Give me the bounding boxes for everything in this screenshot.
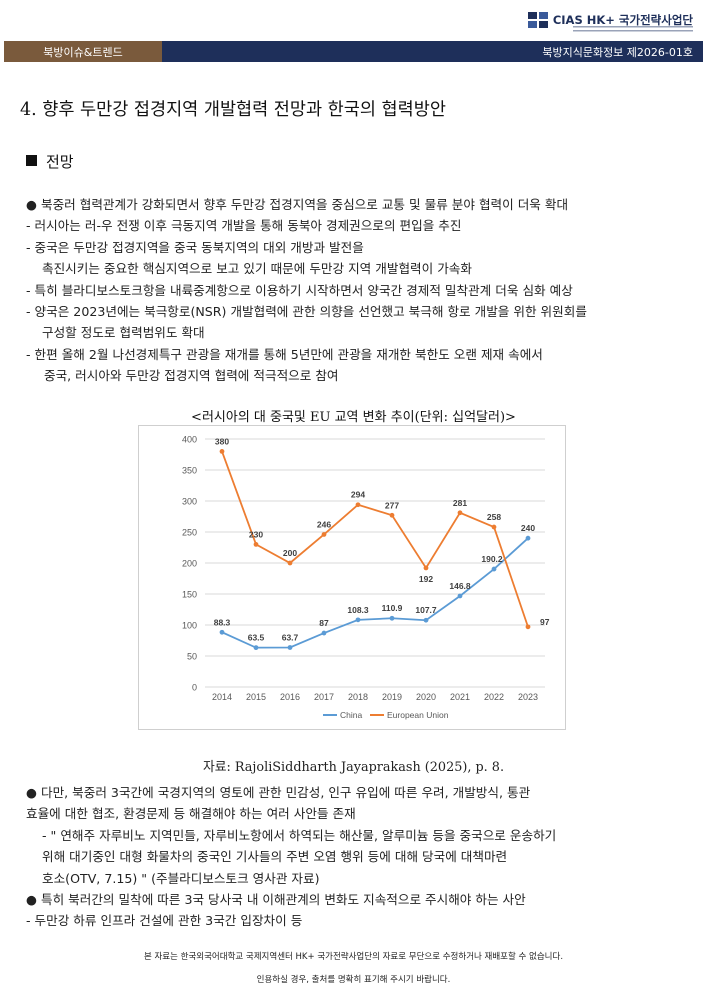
- chart-source: 자료: RajoliSiddharth Jayaprakash (2025), …: [202, 760, 505, 775]
- logo-text: HK+ 국가전략사업단: [586, 13, 693, 27]
- section-heading: 전망: [26, 151, 74, 172]
- y-tick-label: 200: [182, 559, 197, 569]
- y-tick-label: 150: [182, 590, 197, 600]
- data-point: [491, 524, 497, 530]
- data-point: [253, 645, 259, 651]
- trade-chart: 0 50 100 150 200 250 300 350 400 2014 2015 2016 2017…: [138, 425, 566, 730]
- body-line: ● 다만, 북중러 3국간에 국경지역의 영토에 관한 민감성, 인구 유입에 …: [26, 785, 531, 800]
- data-point: [457, 593, 463, 599]
- y-tick-label: 400: [182, 435, 197, 445]
- data-point: [491, 566, 497, 572]
- y-tick-label: 300: [182, 497, 197, 507]
- body-line: - 한편 올해 2월 나선경제특구 관광을 재개를 통해 5년만에 관광을 재개…: [26, 346, 543, 362]
- data-point: [355, 617, 361, 623]
- data-point: [321, 630, 327, 636]
- x-tick-label: 2015: [246, 692, 266, 702]
- legend-label: China: [340, 710, 362, 720]
- data-point: [525, 624, 531, 630]
- data-label: 63.7: [282, 633, 299, 643]
- data-point: [423, 617, 429, 623]
- section-label: 북방이슈&트렌드: [4, 41, 162, 62]
- square-bullet-icon: [26, 155, 37, 166]
- legend-label: European Union: [387, 710, 449, 720]
- body-line: 촉진시키는 중요한 핵심지역으로 보고 있기 때문에 두만강 지역 개발협력이 …: [42, 261, 472, 277]
- body-line: - 두만강 하류 인프라 건설에 관한 3국간 입장차이 등: [26, 913, 303, 929]
- body-line: - 특히 블라디보스토크항을 내륙중계항으로 이용하기 시작하면서 양국간 경제…: [26, 282, 573, 298]
- x-tick-label: 2016: [280, 692, 300, 702]
- data-point: [355, 502, 361, 508]
- x-tick-label: 2022: [484, 692, 504, 702]
- body-line: - 중국은 두만강 접경지역을 중국 동북지역의 대외 개방과 발전을: [26, 239, 364, 255]
- lower-text: ● 다만, 북중러 3국간에 국경지역의 영토에 관한 민감성, 인구 유입에 …: [26, 782, 696, 932]
- cias-logo-icon: [527, 12, 548, 28]
- body-line: ● 북중러 협력관계가 강화되면서 향후 두만강 접경지역을 중심으로 교통 및…: [26, 197, 569, 212]
- data-label: 108.3: [347, 605, 369, 615]
- body-line: - 양국은 2023년에는 북극항로(NSR) 개발협력에 관한 의향을 선언했…: [26, 303, 587, 319]
- data-label: 63.5: [248, 633, 265, 643]
- logo-subtitle-lines: [573, 26, 693, 32]
- issue-label: 북방지식문화정보 제2026-01호: [162, 41, 703, 62]
- data-label: 258: [487, 512, 501, 522]
- data-label: 110.9: [382, 603, 403, 613]
- data-label: 97: [540, 617, 550, 627]
- data-label: 107.7: [415, 605, 437, 615]
- body-line: 호소(OTV, 7.15) " (주블라디보스토크 영사관 자료): [42, 870, 320, 886]
- body-line: ● 특히 북러간의 밀착에 따른 3국 당사국 내 이해관계의 변화도 지속적으…: [26, 891, 526, 907]
- data-label: 200: [283, 548, 297, 558]
- section-heading-text: 전망: [46, 153, 74, 171]
- data-point: [219, 629, 225, 635]
- footer-citation: 인용하실 경우, 출처를 명확히 표기해 주시기 바랍니다.: [256, 975, 451, 985]
- body-line: 위해 대기중인 대형 화물차의 중국인 기사들의 주변 오염 행위 등에 대해 …: [42, 849, 508, 865]
- y-tick-label: 350: [182, 466, 197, 476]
- page-title: 4. 향후 두만강 접경지역 개발협력 전망과 한국의 협력방안: [20, 100, 446, 120]
- y-tick-label: 50: [187, 652, 197, 662]
- logo-brand: CIAS: [552, 13, 583, 27]
- footer-notice: 본 자료는 한국외국어대학교 국제지역센터 HK+ 국가전략사업단의 자료로 무…: [143, 952, 564, 962]
- x-tick-label: 2018: [348, 692, 368, 702]
- header-bar: 북방이슈&트렌드 북방지식문화정보 제2026-01호: [4, 41, 703, 62]
- body-line: 구성할 정도로 협력범위도 확대: [42, 325, 205, 341]
- data-label: 88.3: [214, 617, 231, 627]
- x-tick-label: 2017: [314, 692, 334, 702]
- data-point: [253, 542, 259, 547]
- data-point: [321, 532, 327, 537]
- data-label: 230: [249, 529, 263, 539]
- x-tick-label: 2021: [450, 692, 470, 702]
- y-tick-label: 250: [182, 528, 197, 538]
- trade-chart-svg: 0 50 100 150 200 250 300 350 400 2014 2015 2016 2017…: [182, 435, 550, 721]
- data-label: 277: [385, 500, 399, 510]
- x-tick-label: 2014: [212, 692, 232, 702]
- chart-caption: <러시아의 대 중국및 EU 교역 변화 추이(단위: 십억달러)>: [191, 410, 516, 425]
- data-label: 246: [317, 519, 331, 529]
- data-point: [389, 615, 395, 621]
- data-label: 281: [453, 498, 467, 508]
- series-line: [221, 537, 529, 649]
- data-label: 380: [215, 436, 229, 446]
- body-line: - " 연해주 자루비노 지역민들, 자루비노항에서 하역되는 해산물, 알루미…: [42, 827, 557, 843]
- x-tick-label: 2023: [518, 692, 538, 702]
- y-tick-label: 0: [192, 683, 197, 693]
- data-point: [457, 510, 463, 516]
- data-point: [287, 560, 293, 566]
- data-point: [389, 512, 395, 518]
- data-label: 87: [319, 618, 329, 628]
- data-label: 294: [351, 490, 365, 500]
- data-label: 192: [419, 574, 433, 584]
- header-logo: CIAS HK+ 국가전략사업단: [527, 10, 693, 30]
- data-point: [219, 449, 225, 454]
- data-point: [287, 645, 293, 650]
- body-line: 중국, 러시아와 두만강 접경지역 협력에 적극적으로 참여: [44, 368, 339, 384]
- data-label: 190.2: [481, 554, 503, 564]
- x-tick-label: 2020: [416, 692, 436, 702]
- body-text: ● 북중러 협력관계가 강화되면서 향후 두만강 접경지역을 중심으로 교통 및…: [26, 194, 696, 387]
- x-tick-label: 2019: [382, 692, 402, 702]
- body-line: 효율에 대한 협조, 환경문제 등 해결해야 하는 여러 사안들 존재: [26, 806, 356, 822]
- series-line: [221, 451, 529, 628]
- data-label: 146.8: [449, 581, 471, 591]
- y-tick-label: 100: [182, 621, 197, 631]
- data-point: [525, 535, 531, 541]
- body-line: - 러시아는 러-우 전쟁 이후 극동지역 개발을 통해 동북아 경제권으로의 …: [26, 218, 462, 234]
- data-label: 240: [521, 523, 535, 533]
- data-point: [423, 565, 429, 571]
